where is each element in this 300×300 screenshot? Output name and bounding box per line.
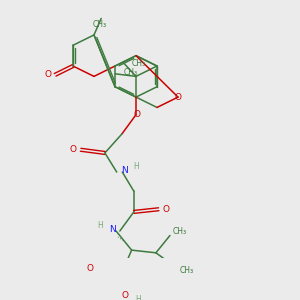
Text: H: H: [97, 221, 103, 230]
Text: CH₃: CH₃: [173, 227, 187, 236]
Text: O: O: [175, 93, 182, 102]
Text: O: O: [122, 291, 129, 300]
Text: O: O: [134, 110, 140, 119]
Text: CH₃: CH₃: [124, 68, 138, 77]
Text: O: O: [44, 70, 51, 79]
Text: N: N: [121, 166, 128, 175]
Text: CH₃: CH₃: [93, 20, 107, 29]
Text: CH₃: CH₃: [179, 266, 194, 275]
Text: H: H: [135, 295, 140, 300]
Text: CH₃: CH₃: [132, 59, 146, 68]
Text: O: O: [69, 145, 76, 154]
Text: O: O: [162, 205, 169, 214]
Text: O: O: [86, 264, 93, 273]
Text: H: H: [133, 162, 139, 171]
Text: N: N: [109, 225, 116, 234]
Text: ···: ···: [113, 233, 126, 247]
